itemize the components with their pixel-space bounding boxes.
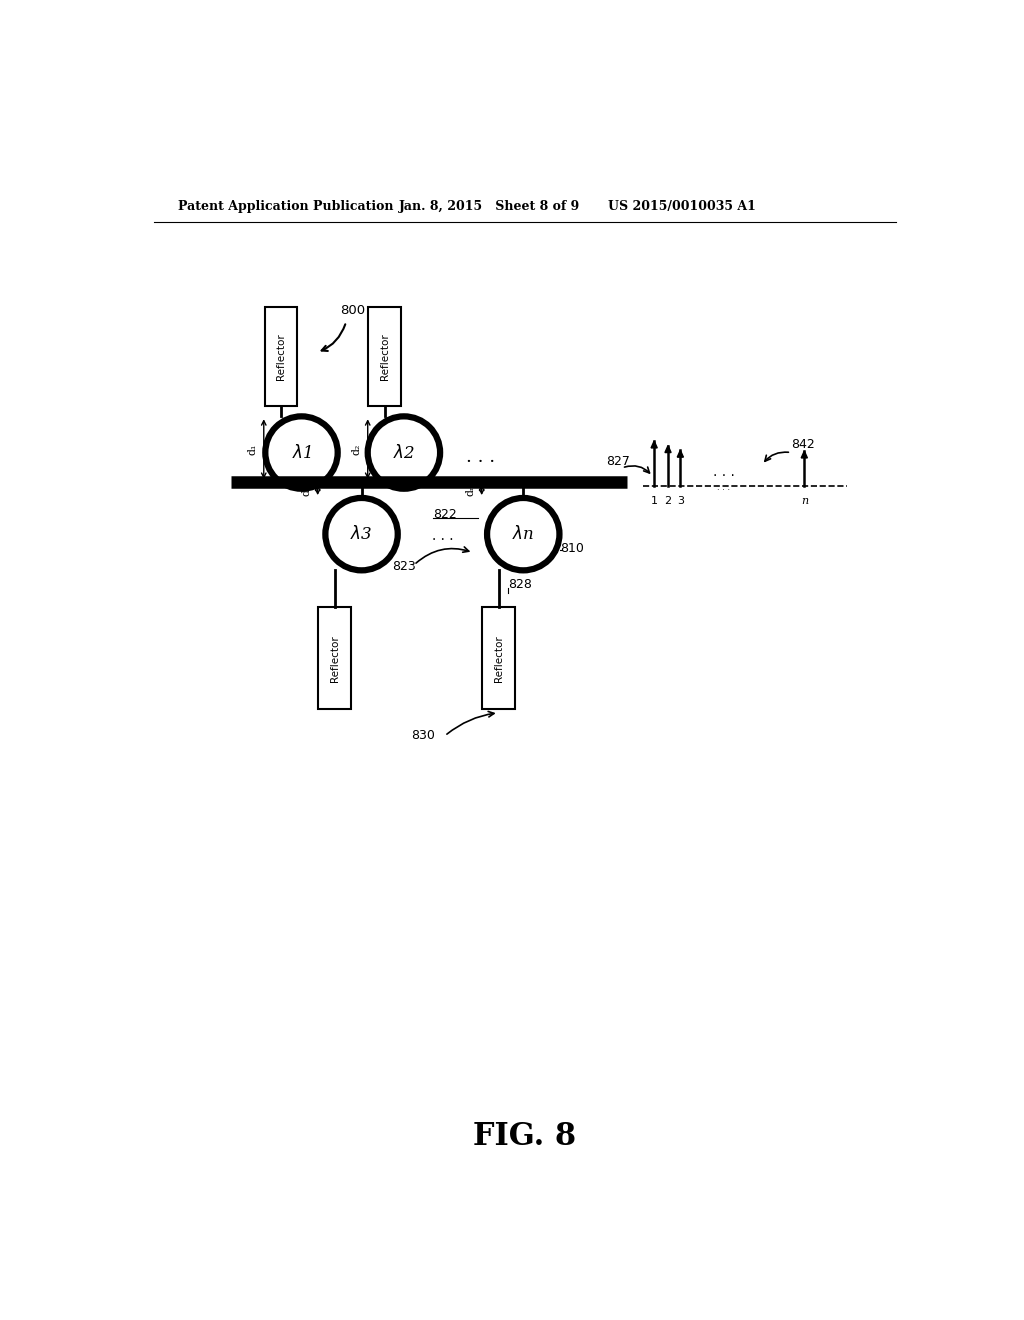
Text: 2: 2	[665, 496, 672, 507]
Text: Jan. 8, 2015   Sheet 8 of 9: Jan. 8, 2015 Sheet 8 of 9	[398, 199, 580, 213]
Text: US 2015/0010035 A1: US 2015/0010035 A1	[608, 199, 756, 213]
Text: . . .: . . .	[713, 465, 734, 479]
Text: Reflector: Reflector	[494, 635, 504, 681]
Text: 830: 830	[412, 730, 435, 742]
Text: Patent Application Publication: Patent Application Publication	[178, 199, 394, 213]
Polygon shape	[665, 446, 671, 453]
Text: . . .: . . .	[717, 483, 730, 491]
Text: 823: 823	[392, 560, 416, 573]
Text: $\lambda$n: $\lambda$n	[512, 525, 535, 543]
Text: Reflector: Reflector	[380, 334, 390, 380]
Text: $\lambda$2: $\lambda$2	[393, 444, 415, 462]
Polygon shape	[677, 450, 683, 457]
Text: d₁: d₁	[248, 444, 258, 455]
FancyBboxPatch shape	[318, 607, 351, 709]
Text: FIG. 8: FIG. 8	[473, 1121, 577, 1152]
Text: Reflector: Reflector	[275, 334, 286, 380]
Text: Reflector: Reflector	[330, 635, 340, 681]
Text: $\lambda$1: $\lambda$1	[292, 444, 311, 462]
Text: 3: 3	[677, 496, 684, 507]
FancyBboxPatch shape	[369, 308, 400, 407]
Text: 842: 842	[792, 438, 815, 451]
Text: $\lambda$3: $\lambda$3	[350, 525, 373, 543]
Text: . . .: . . .	[432, 529, 454, 543]
Text: 828: 828	[508, 578, 531, 591]
Text: dₙ: dₙ	[466, 484, 475, 496]
FancyBboxPatch shape	[264, 308, 297, 407]
Text: 822: 822	[433, 508, 457, 521]
Text: d₃: d₃	[301, 484, 311, 495]
Text: 810: 810	[560, 541, 584, 554]
Text: n: n	[801, 496, 808, 507]
Text: 827: 827	[606, 454, 631, 467]
Text: d₂: d₂	[351, 444, 361, 455]
Polygon shape	[801, 451, 807, 458]
Text: . . .: . . .	[466, 449, 496, 466]
Text: 800: 800	[340, 305, 366, 317]
FancyBboxPatch shape	[482, 607, 515, 709]
Polygon shape	[651, 441, 657, 447]
Text: 1: 1	[650, 496, 657, 507]
